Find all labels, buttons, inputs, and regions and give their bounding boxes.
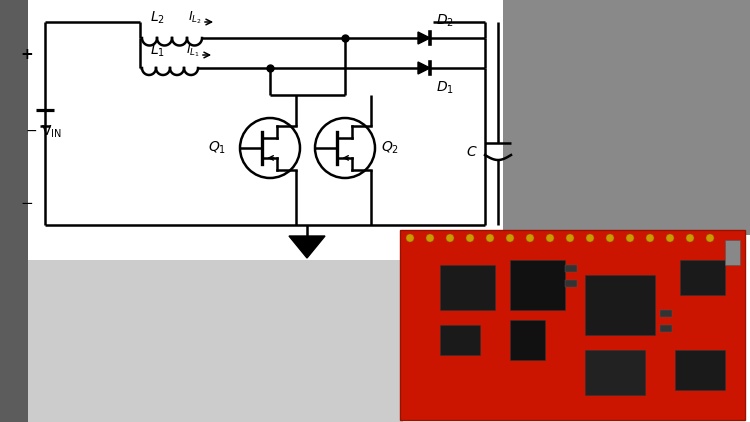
Text: $C$: $C$: [466, 145, 478, 159]
Circle shape: [526, 234, 534, 242]
Text: $I_{L_2}$: $I_{L_2}$: [188, 10, 202, 26]
Circle shape: [706, 234, 714, 242]
Circle shape: [406, 234, 414, 242]
Circle shape: [506, 234, 514, 242]
Polygon shape: [418, 62, 430, 74]
Circle shape: [466, 234, 474, 242]
Circle shape: [586, 234, 594, 242]
Text: $L_2$: $L_2$: [149, 10, 164, 26]
Bar: [565, 280, 577, 287]
Bar: [440, 265, 495, 310]
Bar: [585, 275, 655, 335]
Bar: [440, 325, 480, 355]
Circle shape: [546, 234, 554, 242]
Text: +: +: [21, 46, 33, 62]
Polygon shape: [289, 236, 325, 258]
Bar: [585, 350, 645, 395]
Text: $L_1$: $L_1$: [149, 43, 164, 59]
Bar: [510, 260, 565, 310]
Text: $I_{L_1}$: $I_{L_1}$: [186, 43, 200, 59]
Bar: [28, 0, 503, 260]
Bar: [500, 0, 750, 235]
Bar: [0, 0, 28, 422]
Bar: [680, 260, 725, 295]
Text: $Q_2$: $Q_2$: [381, 140, 399, 156]
Text: $D_2$: $D_2$: [436, 13, 454, 29]
Bar: [725, 240, 740, 265]
Text: $-\ \mathregular{V_{IN}}$: $-\ \mathregular{V_{IN}}$: [25, 123, 62, 140]
Text: $Q_1$: $Q_1$: [208, 140, 226, 156]
Circle shape: [666, 234, 674, 242]
Polygon shape: [418, 32, 430, 44]
Text: $D_1$: $D_1$: [436, 80, 454, 96]
Bar: [28, 258, 403, 422]
Bar: [565, 265, 577, 272]
Bar: [510, 320, 545, 360]
Bar: [660, 310, 672, 317]
Bar: [675, 350, 725, 390]
Circle shape: [686, 234, 694, 242]
Circle shape: [626, 234, 634, 242]
Circle shape: [606, 234, 614, 242]
Circle shape: [646, 234, 654, 242]
Bar: [660, 325, 672, 332]
Circle shape: [566, 234, 574, 242]
Text: −: −: [21, 195, 33, 211]
Bar: [400, 230, 745, 420]
Circle shape: [446, 234, 454, 242]
Circle shape: [486, 234, 494, 242]
Circle shape: [426, 234, 434, 242]
